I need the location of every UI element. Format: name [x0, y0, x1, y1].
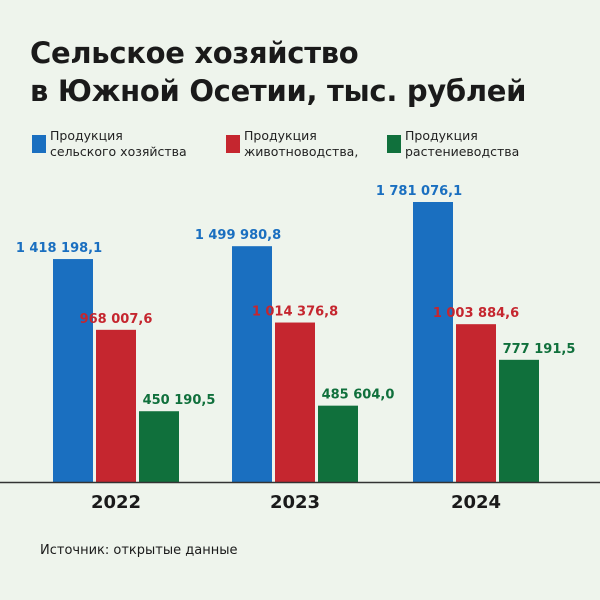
x-tick-label-2022: 2022: [91, 492, 141, 513]
bar-2023-series-2: [275, 322, 315, 482]
bar-2022-series-1: [53, 259, 93, 482]
chart-title: Сельское хозяйство в Южной Осетии, тыс. …: [30, 34, 590, 110]
legend-label-agriculture: Продукция сельского хозяйства: [50, 128, 187, 159]
bar-2022-series-3: [139, 411, 179, 482]
bar-2024-series-1: [413, 202, 453, 482]
bar-2023-series-1: [232, 246, 272, 482]
bar-2023-series-3: [318, 405, 358, 482]
title-line-2: в Южной Осетии, тыс. рублей: [30, 74, 527, 108]
legend-label-crops: Продукция растениеводства: [405, 128, 520, 159]
legend-label-livestock: Продукция животноводства,: [244, 128, 359, 159]
title-line-1: Сельское хозяйство: [30, 36, 359, 70]
data-label-2022-series-2: 968 007,6: [80, 312, 153, 327]
legend-swatch-red: [226, 135, 240, 153]
data-label-2024-series-3: 777 191,5: [503, 342, 576, 357]
data-label-2022-series-1: 1 418 198,1: [16, 241, 102, 256]
legend-swatch-green: [387, 135, 401, 153]
legend-swatch-blue: [32, 135, 46, 153]
data-label-2022-series-3: 450 190,5: [143, 393, 216, 408]
bar-2024-series-3: [499, 359, 539, 482]
x-tick-label-2023: 2023: [270, 492, 320, 513]
data-label-2023-series-2: 1 014 376,8: [252, 305, 338, 320]
data-label-2023-series-1: 1 499 980,8: [195, 228, 281, 243]
data-label-2024-series-2: 1 003 884,6: [433, 306, 519, 321]
bar-2022-series-2: [96, 329, 136, 482]
legend: Продукция сельского хозяйства Продукция жи…: [0, 128, 600, 168]
data-label-2023-series-3: 485 604,0: [322, 388, 395, 403]
x-tick-label-2024: 2024: [451, 492, 501, 513]
bar-2024-series-2: [456, 324, 496, 482]
data-label-2024-series-1: 1 781 076,1: [376, 184, 462, 199]
source-note: Источник: открытые данные: [40, 543, 238, 558]
